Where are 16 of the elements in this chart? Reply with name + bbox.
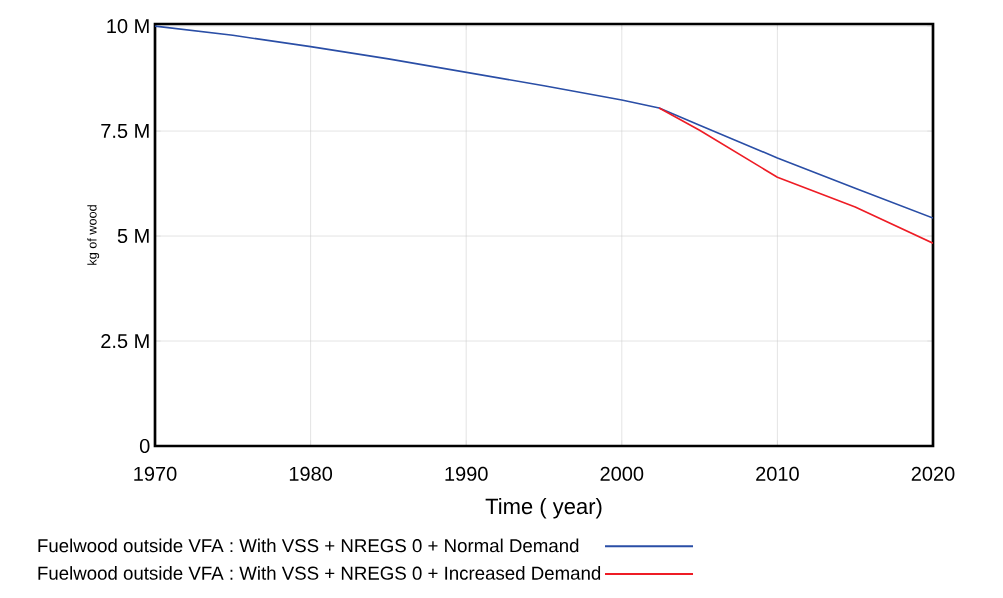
- x-tick-label: 2020: [911, 466, 955, 481]
- line-series: [658, 107, 933, 244]
- y-axis-title: kg of wood: [87, 205, 100, 265]
- x-tick-label: 1980: [289, 466, 333, 481]
- x-tick-label: 1970: [134, 466, 177, 481]
- legend-label: Fuelwood outside VFA : With VSS + NREGS 0 + Normal Demand: [38, 538, 579, 553]
- y-tick-label: 0: [139, 438, 150, 454]
- y-tick-label: 5 M: [117, 229, 149, 244]
- y-tick-label: 2.5 M: [101, 333, 149, 349]
- y-tick-label: 10 M: [107, 19, 149, 34]
- x-axis-title: Time ( year): [485, 498, 602, 519]
- x-tick-label: 1990: [445, 466, 488, 481]
- x-tick-label: 2000: [600, 466, 644, 481]
- y-tick-label: 7.5 M: [101, 124, 149, 139]
- legend-label: Fuelwood outside VFA : With VSS + NREGS 0 + Increased Demand: [38, 566, 601, 580]
- x-tick-label: 2010: [756, 466, 799, 481]
